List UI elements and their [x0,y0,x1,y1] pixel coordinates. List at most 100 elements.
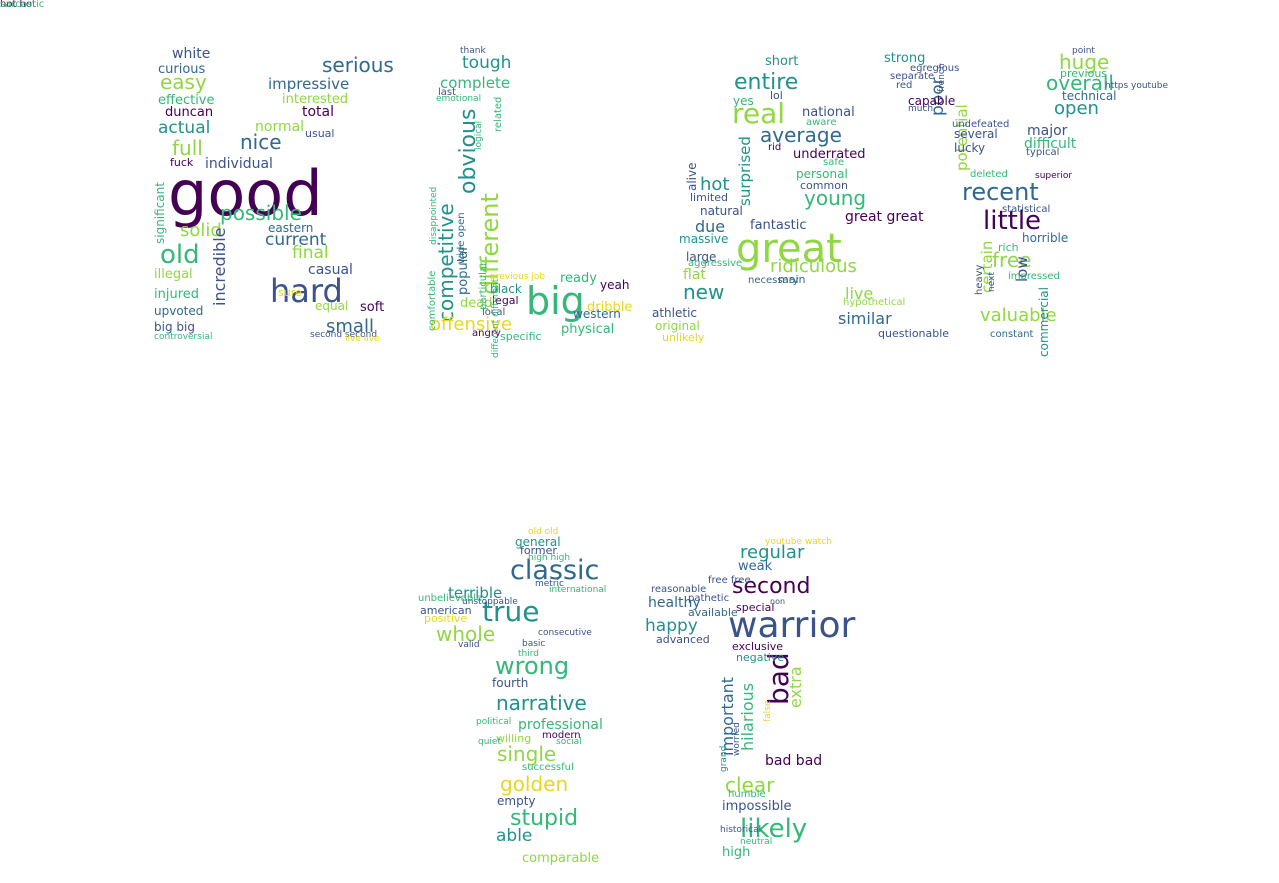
word-technical: technical [1062,89,1117,103]
word-live-live: live live [345,334,380,344]
word-huge: huge [1059,50,1110,74]
word-separate: separate [890,71,935,82]
word-advanced: advanced [656,633,710,646]
word-great-great: great great [845,209,924,225]
word-valid: valid [458,640,480,650]
word-golden: golden [500,772,569,796]
word-small: small [326,316,374,337]
word-young: young [804,186,867,210]
word-french: french [937,63,947,93]
word-original: original [655,319,700,333]
word-old-old: old old [528,527,559,537]
word-eastern: eastern [268,221,314,235]
word-solid: solid [180,220,222,241]
word-political: political [476,717,512,727]
word-aggressive: aggressive [688,258,743,269]
word-logical: logical [474,120,484,150]
word-special: special [736,601,775,614]
word-horrible: horrible [1022,231,1069,245]
word-impossible: impossible [722,799,792,814]
word-athletic: athletic [652,306,698,320]
word-statistical: statistical [1002,204,1051,215]
word-egregious: egregious [910,63,960,74]
word-pathetic: pathetic [688,593,730,604]
word-questionable: questionable [878,327,950,340]
word-free: free [992,248,1032,272]
word-wrong: wrong [495,652,570,680]
word-hard: hard [270,272,343,310]
word-commercial: commercial [1037,287,1051,357]
word-true: true [482,595,540,628]
word-ready: ready [560,271,597,286]
word-specific: specific [500,330,542,343]
word-hilarious: hilarious [738,683,757,752]
word-red: red [896,80,913,91]
word-open: open [1054,98,1099,119]
word-illegal: illegal [154,267,193,282]
word-big: big [526,279,585,323]
word-warrior: warrior [728,605,856,646]
word-alive: alive [685,162,699,191]
word-curious: curious [158,62,206,77]
word-personal: personal [796,167,848,181]
word-second-second: second second [310,330,378,340]
word-willing: willing [496,732,532,745]
word-good: good [168,157,323,230]
word-deleted: deleted [970,169,1008,180]
word-national: national [802,105,855,120]
word-fantastic: fantastic [750,218,807,233]
word-former: former [520,544,557,557]
word-live: live [845,284,874,303]
word-dead: dead [460,296,493,311]
word-serious: serious [322,53,394,77]
word-short: short [765,54,799,69]
word-competitive: competitive [434,203,458,322]
word-different-different: different different [491,278,501,358]
word-single: single [497,742,557,766]
word-professional: professional [518,717,603,733]
word-american: american [420,604,472,617]
word-stupid: stupid [510,806,579,831]
word-extra: extra [786,666,805,708]
word-youtube-watch: youtube watch [765,537,832,547]
word-weak: weak [738,559,773,574]
word-large: large [686,250,717,264]
word-soft: soft [360,300,385,315]
word-able: able [496,826,533,846]
word-exclusive: exclusive [732,640,784,653]
word-yes: yes [733,94,754,108]
word-recent: recent [962,178,1039,206]
word-hypothetical: hypothetical [843,297,906,308]
word-humble: humble [728,789,766,800]
word-entire: entire [734,70,799,95]
word-point: point [1072,46,1095,56]
word-major: major [1027,123,1068,139]
word-fourth: fourth [492,676,529,690]
word-grand: grand [719,745,729,772]
word-healthy: healthy [648,595,701,611]
word-narrative: narrative [496,691,587,715]
word-emotional: emotional [436,94,482,104]
word-impressed: impressed [1008,271,1060,282]
word-complete: complete [440,74,511,92]
word-easy: easy [160,70,207,94]
word-western: western [573,307,621,321]
word-final: final [292,243,329,263]
word-interested: interested [282,92,349,107]
word-international: international [549,585,607,595]
word-available: available [688,606,738,619]
word-undefeated: undefeated [952,119,1010,130]
word-comparable: comparable [522,851,600,866]
word-nice: nice [240,130,282,154]
word-social: social [556,737,582,747]
word-main: main [778,273,806,286]
word-clear: clear [725,773,775,797]
word-https-youtube: https youtube [1105,81,1169,91]
word-non: non [770,597,786,606]
word-strong: strong [884,51,926,66]
word-previous-job: previous job [490,272,546,282]
word-lucky: lucky [954,141,986,155]
word-angry: angry [472,328,501,339]
word-wide-open: wide open [456,212,467,264]
